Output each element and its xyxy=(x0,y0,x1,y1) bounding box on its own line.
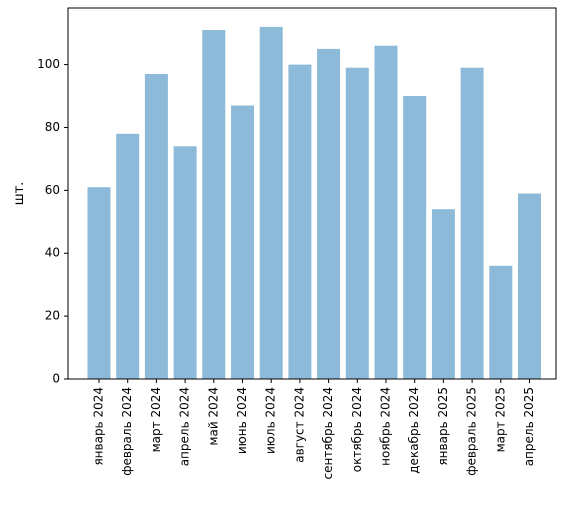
bars-group xyxy=(87,26,541,380)
x-tick-label: август 2024 xyxy=(292,387,306,463)
bar-11 xyxy=(374,45,398,379)
x-tick-label: январь 2024 xyxy=(92,387,106,466)
x-axis: январь 2024 февраль 2024 март 2024 апрель 2… xyxy=(92,379,536,479)
bar-6 xyxy=(231,105,254,379)
bar-2 xyxy=(116,133,140,379)
x-tick-label: сентябрь 2024 xyxy=(321,387,335,479)
x-tick-label: март 2025 xyxy=(493,387,507,452)
bar-15 xyxy=(489,265,513,379)
y-axis-label: шт. xyxy=(12,182,27,206)
y-tick-label: 80 xyxy=(45,120,60,134)
plot-frame xyxy=(67,7,557,380)
y-axis: 0 20 40 60 80 100 xyxy=(37,57,68,386)
x-tick-label: декабрь 2024 xyxy=(407,387,421,474)
x-tick-label: март 2024 xyxy=(149,387,163,452)
bar-3 xyxy=(144,74,168,379)
bar-14 xyxy=(460,67,484,379)
bar-4 xyxy=(173,146,197,379)
x-tick-label: февраль 2024 xyxy=(120,387,134,476)
x-tick-label: февраль 2025 xyxy=(465,387,479,476)
bar-1 xyxy=(87,187,111,379)
y-tick-label: 20 xyxy=(45,309,60,323)
bar-16 xyxy=(518,193,541,379)
bar-8 xyxy=(288,64,312,379)
bar-5 xyxy=(202,30,226,379)
x-tick-label: апрель 2024 xyxy=(178,387,192,466)
x-tick-label: ноябрь 2024 xyxy=(379,387,393,466)
x-tick-label: октябрь 2024 xyxy=(350,387,364,472)
bar-10 xyxy=(345,67,369,379)
x-tick-label: май 2024 xyxy=(206,387,220,446)
x-tick-label: апрель 2025 xyxy=(522,387,536,466)
bar-13 xyxy=(431,209,455,379)
x-tick-label: январь 2025 xyxy=(436,387,450,466)
y-tick-label: 100 xyxy=(37,57,60,71)
x-tick-label: июль 2024 xyxy=(264,387,278,454)
y-tick-label: 40 xyxy=(45,246,60,260)
x-tick-label: июнь 2024 xyxy=(235,387,249,454)
bar-12 xyxy=(403,96,427,379)
bar-9 xyxy=(317,48,341,380)
y-tick-label: 60 xyxy=(45,183,60,197)
y-tick-label: 0 xyxy=(52,372,60,386)
bar-7 xyxy=(259,26,283,380)
